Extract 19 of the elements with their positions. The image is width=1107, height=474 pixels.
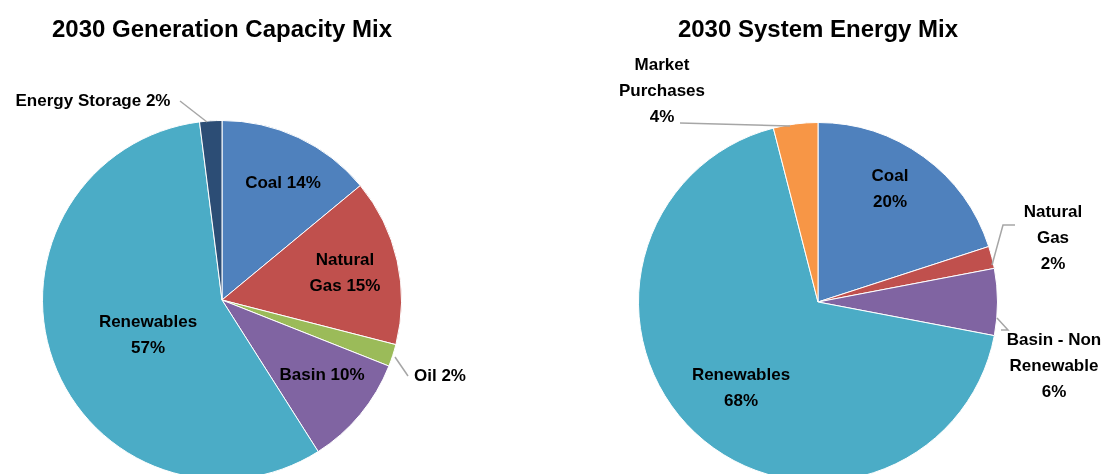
data-label: 6% <box>1041 381 1067 401</box>
slice-label: Market Purchases <box>619 54 705 100</box>
data-label: 20% <box>872 191 908 211</box>
data-label: 68% <box>723 390 759 410</box>
chart-title: 2030 Generation Capacity Mix <box>51 14 393 42</box>
chart-title: 2030 System Energy Mix <box>677 14 959 42</box>
slice-label: Basin - Non Renewable <box>1006 329 1102 375</box>
slice-label: Renewables <box>98 311 198 331</box>
slice-label: Coal <box>871 165 909 185</box>
data-label: 2% <box>1040 253 1066 273</box>
slice-label: Natural Gas <box>1023 201 1083 247</box>
slice-label: Energy Storage 2% <box>15 90 171 110</box>
slice-label: Basin 10% <box>279 364 365 384</box>
data-label: 57% <box>130 337 166 357</box>
data-label: 4% <box>649 106 675 126</box>
slice-label: Oil 2% <box>414 365 466 385</box>
slice-label: Renewables <box>691 364 791 384</box>
slice-label: Coal 14% <box>245 172 321 192</box>
slice-label: Natural Gas 15% <box>309 249 381 295</box>
